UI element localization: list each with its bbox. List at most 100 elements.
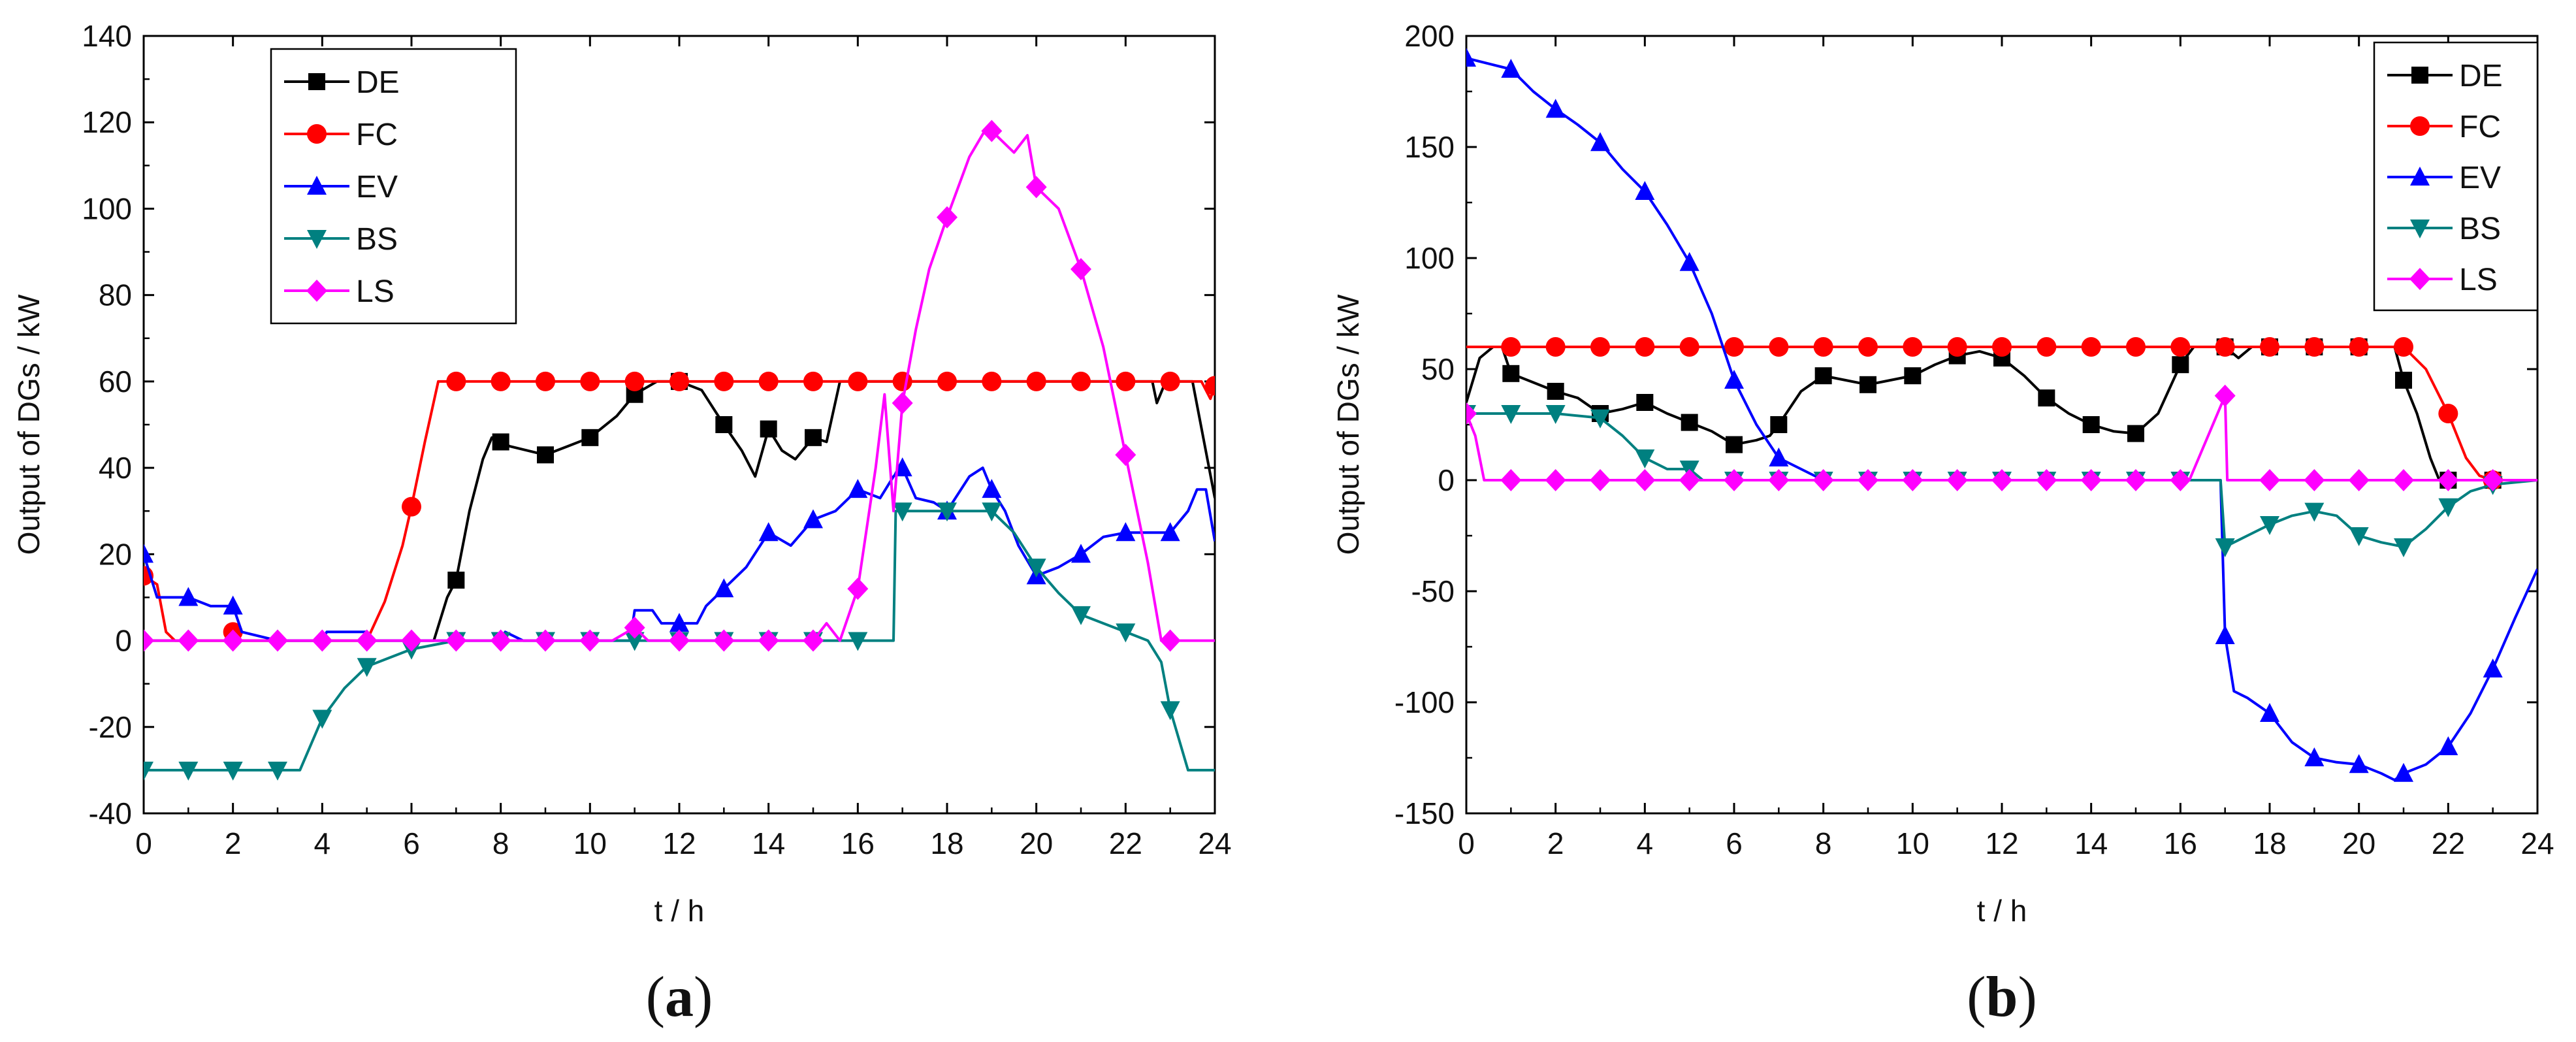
data-point-de xyxy=(715,416,733,433)
data-point-ev xyxy=(1545,99,1566,118)
data-point-ev xyxy=(2304,747,2325,766)
data-point-ls xyxy=(356,629,378,652)
y-tick-label: 0 xyxy=(115,624,132,658)
x-tick-label: 2 xyxy=(225,826,242,860)
data-point-fc xyxy=(2126,337,2146,357)
data-point-bs xyxy=(2349,527,2369,546)
legend: DE FC EV BS LS xyxy=(270,48,517,325)
data-point-fc xyxy=(937,371,957,391)
series-de xyxy=(144,372,1215,642)
legend-marker-ev xyxy=(307,176,327,195)
data-point-ls xyxy=(713,629,735,652)
legend-marker-ev xyxy=(2410,167,2430,186)
data-point-bs xyxy=(1116,623,1136,643)
chart-panel-b: 0 2 4 6 8 10 12 14 16 18 20 22 24-150-100-5005010015… xyxy=(1331,19,2554,1029)
data-point-de xyxy=(1904,367,1922,385)
y-tick-label: -100 xyxy=(1394,685,1455,719)
x-tick-label: 24 xyxy=(2520,826,2554,860)
legend-label: DE xyxy=(2459,59,2503,93)
data-point-fc xyxy=(2037,337,2057,357)
data-point-fc xyxy=(2215,337,2235,357)
y-axis-title: Output of DGs / kW xyxy=(12,294,46,555)
data-point-ev xyxy=(144,544,153,563)
data-point-de xyxy=(1681,414,1698,431)
legend-item-bs: BS xyxy=(2387,212,2501,246)
series-layer xyxy=(1466,48,2537,782)
series-layer xyxy=(144,120,1215,781)
x-tick-label: 16 xyxy=(841,826,875,860)
data-point-fc xyxy=(1590,337,1610,357)
y-axis-title: Output of DGs / kW xyxy=(1331,294,1365,555)
series-ls xyxy=(1466,384,2537,491)
legend-label: LS xyxy=(2459,263,2498,297)
data-point-de xyxy=(581,429,599,446)
data-point-fc xyxy=(2170,337,2191,357)
data-point-fc xyxy=(1160,371,1180,391)
x-tick-label: 8 xyxy=(1815,826,1832,860)
y-tick-label: -20 xyxy=(89,710,132,744)
legend-label: EV xyxy=(356,170,398,204)
series-line-de xyxy=(1466,346,2537,481)
data-point-fc xyxy=(446,371,466,391)
data-point-fc xyxy=(1992,337,2012,357)
data-point-bs xyxy=(982,502,1002,522)
data-point-ls xyxy=(1590,469,1611,491)
series-line-bs xyxy=(144,510,1215,772)
data-point-ls xyxy=(937,206,958,229)
x-tick-label: 14 xyxy=(752,826,785,860)
legend-label: FC xyxy=(356,118,398,152)
data-point-fc xyxy=(624,371,645,391)
x-tick-label: 8 xyxy=(492,826,509,860)
data-point-bs xyxy=(268,761,287,781)
data-point-bs xyxy=(178,761,199,781)
x-tick-label: 14 xyxy=(2074,826,2108,860)
x-tick-label: 0 xyxy=(135,826,152,860)
x-tick-label: 0 xyxy=(1458,826,1475,860)
data-point-de xyxy=(2082,416,2100,433)
data-point-ev xyxy=(1769,448,1789,466)
data-point-bs xyxy=(1590,409,1610,429)
data-point-fc xyxy=(2304,337,2325,357)
data-point-fc xyxy=(758,371,779,391)
data-point-ls xyxy=(892,391,913,414)
data-point-bs xyxy=(223,761,243,781)
data-point-bs xyxy=(848,632,868,651)
data-point-ev xyxy=(2394,762,2413,782)
data-point-de xyxy=(1814,367,1832,385)
panel-label-letter: b xyxy=(1986,966,2018,1029)
data-point-ls xyxy=(2304,469,2325,491)
data-point-ls xyxy=(2259,469,2280,491)
data-point-fc xyxy=(1205,376,1215,396)
y-tick-label: 140 xyxy=(82,19,132,53)
data-point-de xyxy=(760,420,777,438)
data-point-bs xyxy=(2438,498,2458,517)
legend: DE FC EV BS LS xyxy=(2373,41,2539,312)
legend-label: DE xyxy=(356,65,400,100)
y-tick-label: 40 xyxy=(99,451,132,485)
legend-item-ev: EV xyxy=(2387,161,2501,195)
data-point-fc xyxy=(1813,337,1833,357)
data-point-ev xyxy=(1116,522,1136,542)
x-tick-label: 24 xyxy=(1198,826,1231,860)
data-point-ls xyxy=(1545,469,1566,491)
y-tick-label: 100 xyxy=(1404,241,1455,275)
y-tick-label: -40 xyxy=(89,796,132,830)
data-point-ls xyxy=(1858,469,1878,491)
data-point-ev xyxy=(803,509,823,529)
data-point-de xyxy=(2395,372,2412,389)
data-point-fc xyxy=(1769,337,1789,357)
y-tick-label: 60 xyxy=(99,365,132,399)
data-point-fc xyxy=(1724,337,1744,357)
data-point-ls xyxy=(2393,469,2414,491)
data-point-ev xyxy=(2483,659,2503,677)
data-point-de xyxy=(447,572,465,589)
data-point-fc xyxy=(2349,337,2369,357)
data-point-ls xyxy=(669,629,690,652)
data-point-ls xyxy=(981,120,1003,142)
data-point-ev xyxy=(1501,59,1521,78)
data-point-fc xyxy=(491,371,511,391)
data-point-bs xyxy=(624,632,645,651)
x-tick-label: 4 xyxy=(1637,826,1654,860)
series-line-fc xyxy=(144,380,1215,642)
